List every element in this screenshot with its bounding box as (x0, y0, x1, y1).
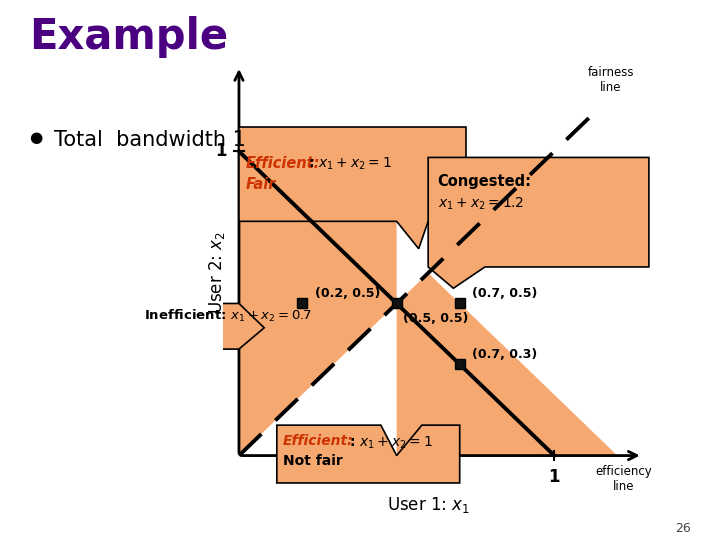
Text: Example: Example (29, 16, 228, 58)
Polygon shape (428, 158, 649, 288)
Text: efficiency
line: efficiency line (595, 465, 652, 492)
Text: Inefficient: $x_1+x_2=0.7$: Inefficient: $x_1+x_2=0.7$ (145, 308, 312, 324)
Polygon shape (239, 151, 397, 456)
Text: : $x_1+x_2=1$: : $x_1+x_2=1$ (349, 434, 433, 451)
Text: Fair: Fair (246, 177, 276, 192)
Text: 1: 1 (215, 143, 226, 160)
Text: Efficient:: Efficient: (283, 434, 354, 448)
Text: $x_1+x_2=1.2$: $x_1+x_2=1.2$ (438, 195, 523, 212)
Text: (0.7, 0.5): (0.7, 0.5) (472, 287, 538, 300)
Text: (0.2, 0.5): (0.2, 0.5) (315, 287, 380, 300)
Text: Efficient:: Efficient: (246, 156, 320, 171)
Text: User 2: $x_2$: User 2: $x_2$ (207, 232, 227, 314)
Polygon shape (397, 303, 554, 456)
Polygon shape (239, 151, 397, 303)
Text: (0.5, 0.5): (0.5, 0.5) (403, 312, 468, 325)
Polygon shape (276, 425, 459, 483)
Text: Congested:: Congested: (438, 174, 531, 189)
Text: Total  bandwidth 1: Total bandwidth 1 (54, 130, 246, 150)
Text: fairness
line: fairness line (588, 66, 634, 94)
Polygon shape (138, 303, 264, 349)
Polygon shape (239, 127, 466, 249)
Text: (0.7, 0.3): (0.7, 0.3) (472, 348, 538, 361)
Text: Not fair: Not fair (283, 454, 343, 468)
Text: : $x_1+x_2=1$: : $x_1+x_2=1$ (308, 156, 392, 172)
Text: 26: 26 (675, 522, 691, 535)
Text: 1: 1 (549, 468, 560, 486)
Text: User 1: $x_1$: User 1: $x_1$ (387, 495, 469, 515)
Text: ●: ● (29, 130, 42, 145)
Polygon shape (397, 273, 617, 456)
